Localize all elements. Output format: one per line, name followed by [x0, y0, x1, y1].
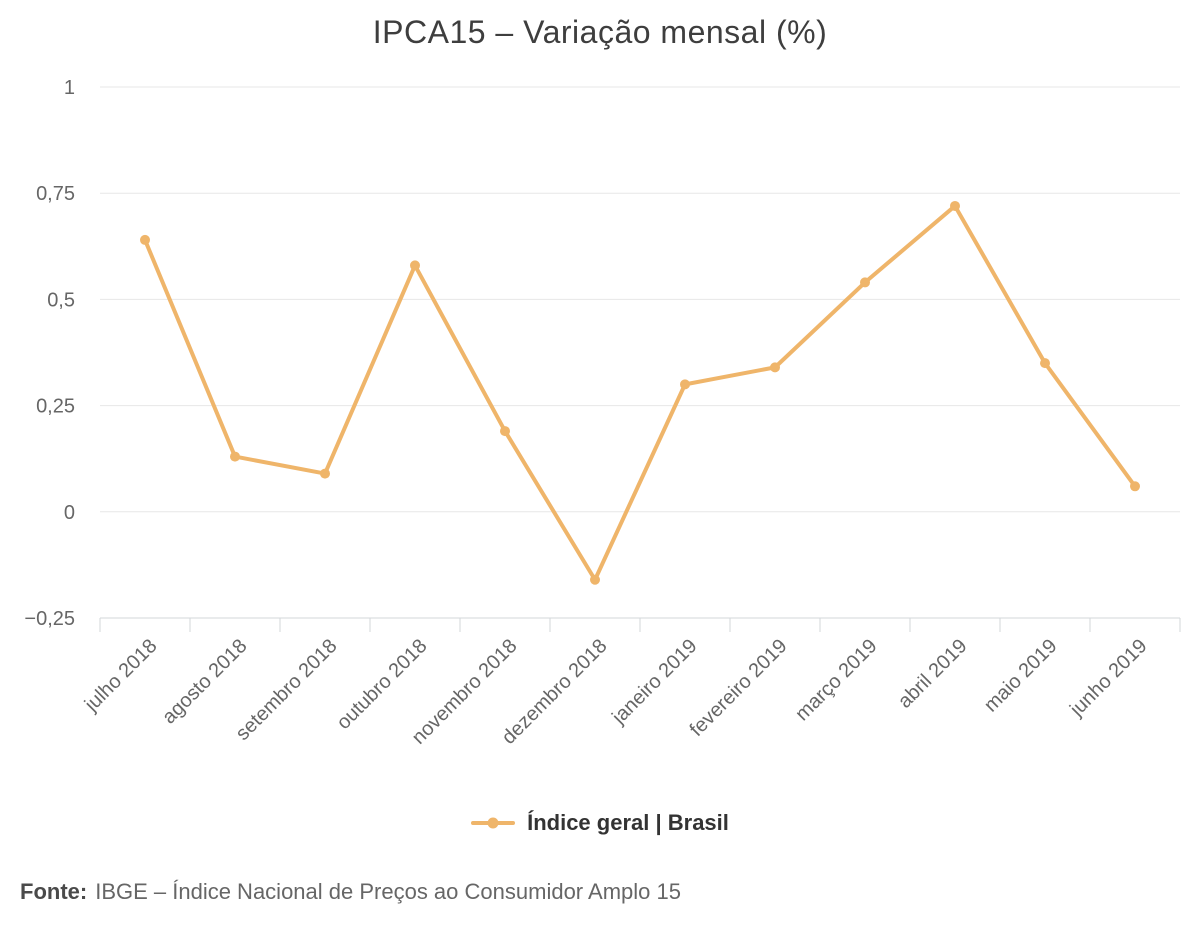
data-point[interactable]: [680, 379, 690, 390]
x-axis-label: maio 2019: [980, 635, 1062, 717]
y-axis-label: 0,75: [36, 183, 75, 205]
x-axis-label: janeiro 2019: [607, 635, 701, 729]
legend-label: Índice geral | Brasil: [527, 810, 729, 835]
data-point[interactable]: [860, 277, 870, 288]
data-point[interactable]: [590, 574, 600, 585]
data-point[interactable]: [1130, 481, 1140, 492]
data-point[interactable]: [320, 468, 330, 479]
data-point[interactable]: [230, 451, 240, 462]
legend-marker-icon: [471, 817, 516, 829]
data-point[interactable]: [950, 200, 960, 211]
data-point[interactable]: [1040, 358, 1050, 369]
x-axis-label: abril 2019: [894, 635, 972, 713]
x-axis-label: junho 2019: [1065, 635, 1151, 721]
x-axis-label: agosto 2018: [158, 635, 251, 728]
x-axis-label: março 2019: [791, 635, 881, 725]
x-axis-label: fevereiro 2019: [686, 635, 792, 741]
data-point[interactable]: [410, 260, 420, 271]
y-axis-label: 0: [64, 502, 75, 524]
y-axis-label: 1: [64, 77, 75, 99]
series-line: [143, 203, 1137, 582]
data-point[interactable]: [770, 362, 780, 373]
source-prefix: Fonte:: [20, 879, 88, 904]
legend-item-indice-geral[interactable]: Índice geral | Brasil: [471, 810, 729, 836]
source-note: Fonte: IBGE – Índice Nacional de Preços a…: [20, 879, 681, 905]
x-axis-label: julho 2018: [80, 635, 162, 717]
chart-title: IPCA15 – Variação mensal (%): [372, 14, 828, 50]
data-point[interactable]: [500, 426, 510, 437]
y-axis-label: −0,25: [24, 608, 75, 630]
x-axis-label: outubro 2018: [333, 635, 432, 734]
y-axis-label: 0,25: [36, 396, 75, 418]
y-axis-label: 0,5: [47, 289, 75, 311]
source-text: IBGE – Índice Nacional de Preços ao Cons…: [95, 879, 681, 904]
data-point[interactable]: [140, 234, 150, 245]
legend: Índice geral | Brasil: [0, 806, 1200, 840]
